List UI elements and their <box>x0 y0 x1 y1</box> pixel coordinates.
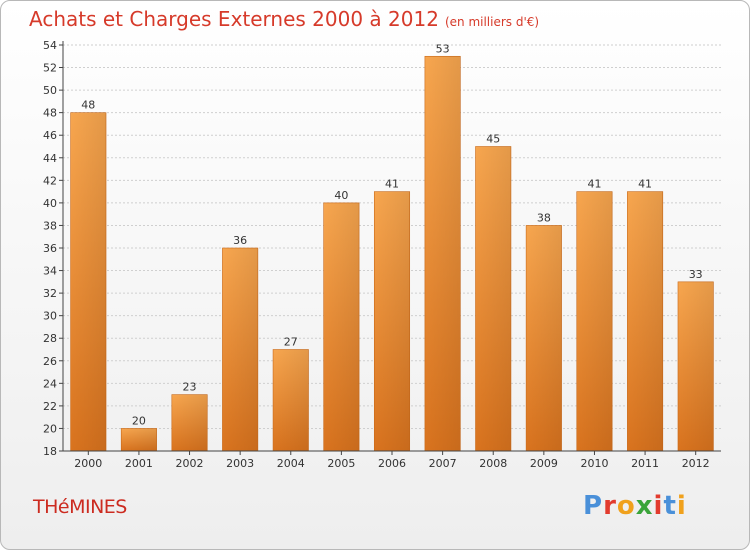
logo-letter: x <box>635 491 654 521</box>
logo-letter: o <box>616 491 636 521</box>
bar-value-label: 23 <box>183 381 197 394</box>
logo-letter: t <box>663 491 677 521</box>
bars: 48 20 23 36 27 40 41 53 45 38 41 41 33 <box>70 42 714 452</box>
bar-value-label: 40 <box>334 189 348 202</box>
x-tick-label: 2012 <box>682 457 710 470</box>
bar-shade <box>222 248 258 451</box>
y-tick-label: 26 <box>43 355 57 368</box>
x-tick-label: 2000 <box>74 457 102 470</box>
y-tick-label: 44 <box>43 152 57 165</box>
y-tick-label: 46 <box>43 129 57 142</box>
bar-value-label: 41 <box>638 178 652 191</box>
y-tick-label: 48 <box>43 107 57 120</box>
x-tick-label: 2002 <box>176 457 204 470</box>
bar-value-label: 36 <box>233 234 247 247</box>
y-tick-label: 20 <box>43 422 57 435</box>
y-tick-label: 50 <box>43 84 57 97</box>
bar-shade <box>273 349 309 451</box>
logo-letter: r <box>603 491 617 521</box>
y-tick-label: 54 <box>43 39 57 52</box>
y-tick-label: 24 <box>43 377 57 390</box>
bar-value-label: 53 <box>436 42 450 55</box>
title-unit: (en milliers d'€) <box>444 15 540 29</box>
x-tick-label: 2011 <box>631 457 659 470</box>
logo-letter: i <box>676 491 687 521</box>
bar-value-label: 48 <box>81 99 95 112</box>
bar-shade <box>677 281 714 451</box>
bar-shade <box>627 191 663 451</box>
y-tick-label: 22 <box>43 400 57 413</box>
y-tick-label: 30 <box>43 310 57 323</box>
proxiti-logo: Proxiti <box>583 491 687 521</box>
y-tick-label: 18 <box>43 445 57 458</box>
y-tick-label: 40 <box>43 197 57 210</box>
y-tick-label: 52 <box>43 62 57 75</box>
axes: 18 20 22 24 26 28 30 32 34 36 38 40 42 44 46 48 50 52 54 20… <box>43 39 721 470</box>
bar-value-label: 41 <box>385 178 399 191</box>
x-tick-label: 2010 <box>580 457 608 470</box>
bar-shade <box>323 202 360 451</box>
y-tick-label: 28 <box>43 332 57 345</box>
y-tick-label: 42 <box>43 174 57 187</box>
city-name: THéMINES <box>33 496 127 518</box>
x-tick-label: 2004 <box>277 457 305 470</box>
x-tick-label: 2003 <box>226 457 254 470</box>
logo-letter: P <box>583 491 604 521</box>
bar-value-label: 20 <box>132 414 146 427</box>
y-tick-label: 38 <box>43 219 57 232</box>
title-text: Achats et Charges Externes 2000 à 2012 <box>29 7 439 31</box>
bar-value-label: 38 <box>537 211 551 224</box>
x-tick-label: 2006 <box>378 457 406 470</box>
bar-value-label: 41 <box>587 178 601 191</box>
x-tick-label: 2008 <box>479 457 507 470</box>
x-tick-label: 2001 <box>125 457 153 470</box>
bar-value-label: 27 <box>284 336 298 349</box>
x-tick-label: 2007 <box>429 457 457 470</box>
bar-shade <box>576 191 613 451</box>
bar-value-label: 45 <box>486 133 500 146</box>
y-tick-label: 36 <box>43 242 57 255</box>
y-tick-label: 34 <box>43 265 57 278</box>
y-tick-label: 32 <box>43 287 57 300</box>
x-tick-label: 2005 <box>327 457 355 470</box>
bar-value-label: 33 <box>689 268 703 281</box>
chart-title: Achats et Charges Externes 2000 à 2012 (e… <box>29 7 539 31</box>
bar-shade <box>526 225 562 451</box>
bar-shade <box>70 112 107 452</box>
bar-shade <box>171 394 208 451</box>
bar-shade <box>121 428 157 451</box>
bar-shade <box>475 146 511 451</box>
x-tick-label: 2009 <box>530 457 558 470</box>
logo-letter: i <box>653 491 664 521</box>
bar-shade <box>374 191 410 451</box>
bar-shade <box>424 56 461 452</box>
